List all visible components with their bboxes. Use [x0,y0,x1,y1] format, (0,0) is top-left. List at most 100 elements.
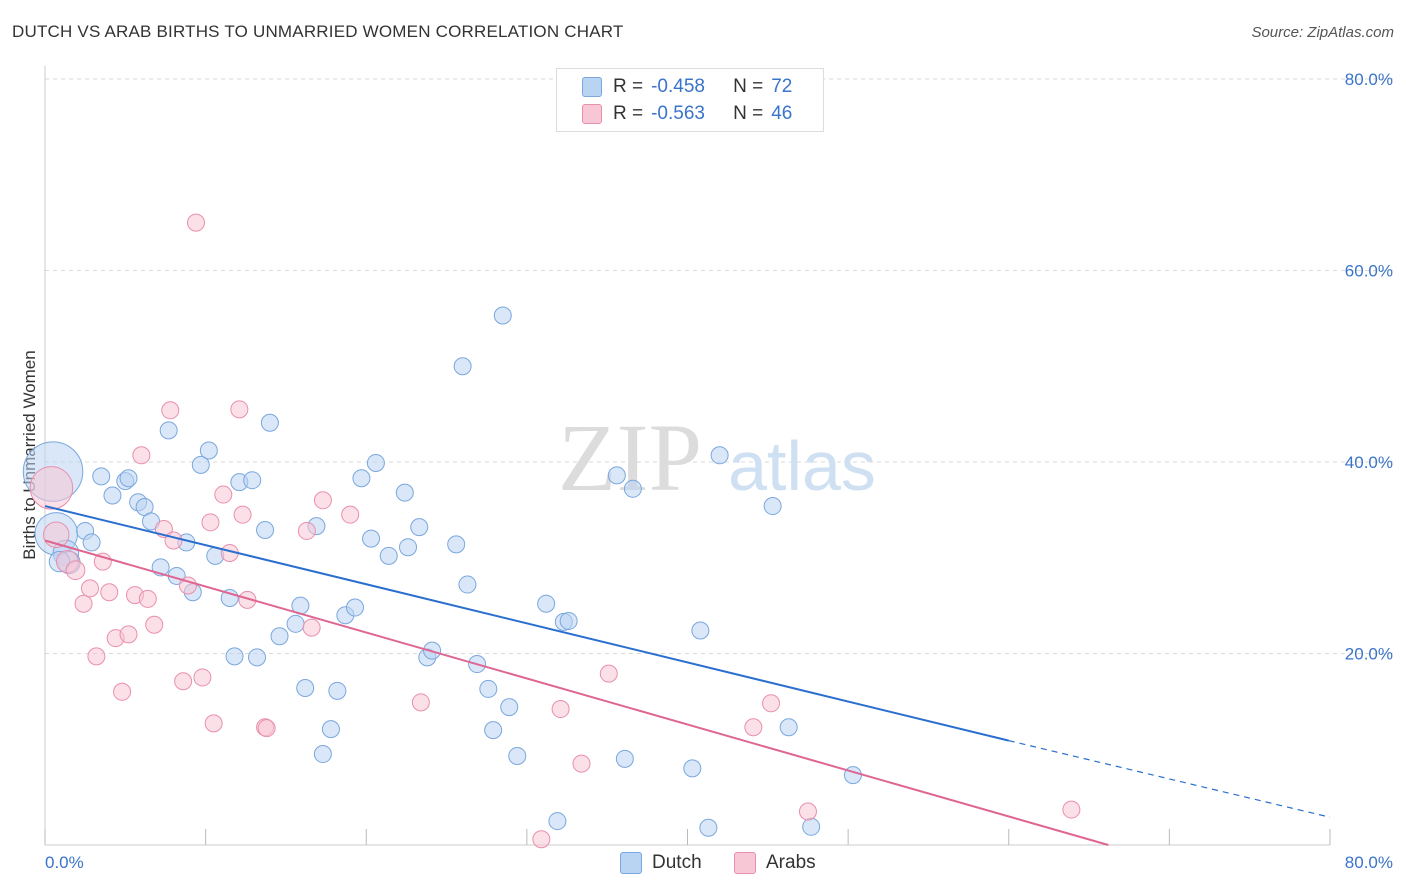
dutch-point [296,678,315,697]
arabs-point [204,714,223,733]
y-tick-label: 60.0% [1345,262,1393,281]
arabs-swatch [582,104,602,124]
dutch-point [199,441,218,460]
arabs-point [1062,800,1081,819]
points-layer [22,213,1081,849]
r-value: -0.458 [651,76,705,97]
r-value: -0.563 [651,103,705,124]
arabs-point [87,647,106,666]
arabs-point [744,718,763,737]
dutch-point [683,759,702,778]
dutch-point [103,486,122,505]
dutch-point [119,469,138,488]
arabs-point [65,560,86,581]
arabs-point [572,754,591,773]
correlation-legend: R = -0.458 N = 72 R = -0.563 N = 46 [556,68,824,132]
dutch-point [256,520,275,539]
dutch-point [500,698,519,717]
dutch-point [410,518,429,537]
dutch-point [537,594,556,613]
legend-row-dutch: R = -0.458 N = 72 [582,75,792,99]
arabs-point [100,583,119,602]
dutch-point [362,529,381,548]
arabs-point [230,400,249,419]
arabs-point [74,594,93,613]
dutch-trend-extension [1008,740,1331,818]
x-tick-label: 80.0% [1345,853,1393,872]
arabs-point [551,700,570,719]
arabs-point [599,664,618,683]
arabs-point [145,615,164,634]
n-value: 46 [771,103,793,124]
dutch-point [352,469,371,488]
chart-source: Source: ZipAtlas.com [1251,24,1394,41]
arabs-point [80,579,99,598]
dutch-point [159,421,178,440]
tick-label-layer: 20.0% 40.0% 60.0% 80.0% 0.0% 80.0% [45,70,1393,872]
legend-item-dutch[interactable]: Dutch [620,852,702,874]
arabs-point [297,521,316,540]
arabs-point [233,505,252,524]
arabs-point [302,618,321,637]
dutch-point [615,749,634,768]
legend-label-arabs: Arabs [766,852,816,873]
dutch-point [248,648,267,667]
dutch-point [623,479,642,498]
arabs-point [214,485,233,504]
arabs-point [193,668,212,687]
dutch-point [286,614,305,633]
dutch-point [328,681,347,700]
arabs-point [798,802,817,821]
dutch-point [779,718,798,737]
legend-label-dutch: Dutch [652,852,702,873]
dutch-point [802,817,821,836]
dutch-point [321,720,340,739]
dutch-swatch [582,77,602,97]
dutch-point [447,535,466,554]
n-label: N = [733,76,764,97]
dutch-point [484,721,503,740]
dutch-point [691,621,710,640]
arabs-point [29,466,74,510]
arabs-point [164,531,183,550]
dutch-point [346,598,365,617]
dutch-point [763,497,782,516]
y-tick-label: 40.0% [1345,453,1393,472]
y-tick-label: 80.0% [1345,70,1393,89]
arabs-point [762,694,781,713]
series-legend: Dutch Arabs [0,852,1406,878]
dutch-point [607,466,626,485]
arabs-point [119,625,138,644]
trend-layer [44,505,1331,846]
dutch-point [479,679,498,698]
grid-layer [45,78,1395,654]
dutch-point [559,611,578,630]
arabs-point [532,830,551,849]
dutch-point [399,538,418,557]
arabs-point [313,491,332,510]
n-label: N = [733,103,764,124]
dutch-point [366,453,385,472]
dutch-point [313,745,332,764]
dutch-point [379,546,398,565]
r-label: R = [613,103,644,124]
dutch-point [508,746,527,765]
dutch-point [710,446,729,465]
arabs-point [341,505,360,524]
dutch-point [270,627,289,646]
dutch-point [458,575,477,594]
dutch-point [82,533,101,552]
arabs-trend-line [44,539,1109,846]
arabs-point [161,401,180,420]
dutch-point [260,413,279,432]
arabs-point [411,693,430,712]
arabs-point [174,672,193,691]
dutch-point [243,471,262,490]
legend-item-arabs[interactable]: Arabs [734,852,816,874]
arabs-point [201,513,220,532]
dutch-point [191,455,210,474]
arabs-swatch [734,852,756,874]
x-tick-label: 0.0% [45,853,84,872]
dutch-point [92,467,111,486]
